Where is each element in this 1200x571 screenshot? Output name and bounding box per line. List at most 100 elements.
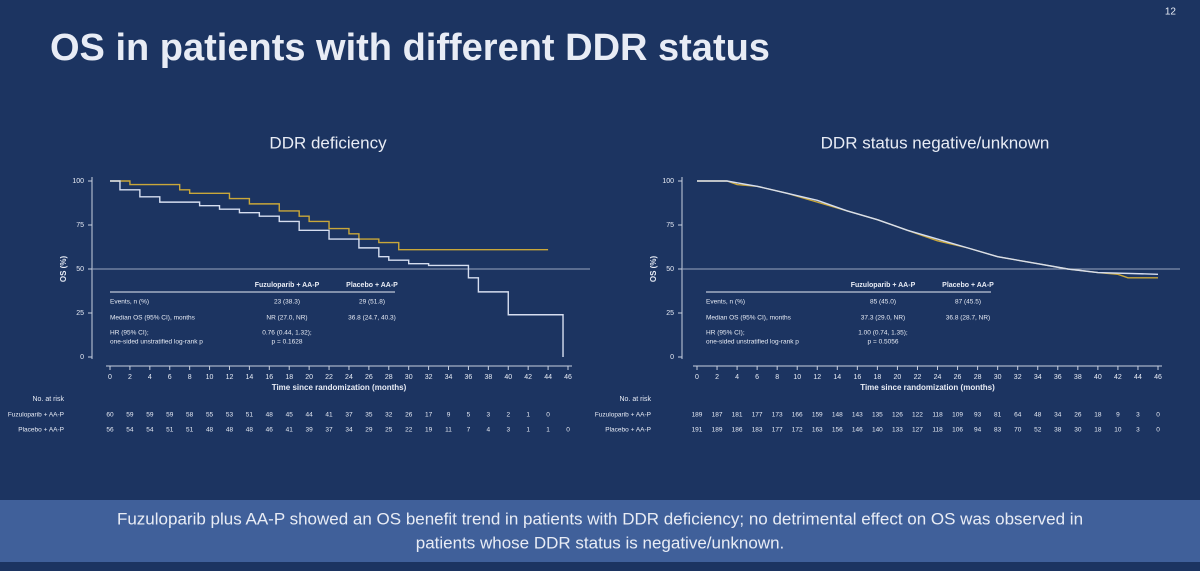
- slide-title: OS in patients with different DDR status: [50, 27, 770, 69]
- at-risk-count: 26: [405, 412, 413, 419]
- y-tick-label: 50: [666, 266, 674, 273]
- at-risk-count: 173: [772, 412, 783, 419]
- at-risk-count: 37: [325, 427, 333, 434]
- x-tick-label: 12: [226, 374, 234, 381]
- at-risk-count: 3: [506, 427, 510, 434]
- x-tick-label: 40: [1094, 374, 1102, 381]
- survival-curve: [110, 180, 564, 357]
- x-axis-label: Time since randomization (months): [272, 383, 407, 392]
- at-risk-count: 1: [526, 412, 530, 419]
- x-tick-label: 42: [524, 374, 532, 381]
- at-risk-count: 54: [146, 427, 154, 434]
- at-risk-count: 32: [385, 412, 393, 419]
- at-risk-count: 126: [892, 412, 903, 419]
- at-risk-count: 118: [932, 427, 943, 434]
- y-axis-label: OS (%): [59, 256, 68, 283]
- table-cell: 29 (51.8): [359, 299, 385, 306]
- x-tick-label: 2: [128, 374, 132, 381]
- table-row-label: one-sided unstratified log-rank p: [110, 339, 203, 346]
- at-risk-count: 83: [994, 427, 1002, 434]
- table-cell: 87 (45.5): [955, 299, 981, 306]
- x-tick-label: 22: [914, 374, 922, 381]
- at-risk-count: 41: [286, 427, 294, 434]
- table-cell: 36.8 (24.7, 40.3): [348, 315, 396, 322]
- x-tick-label: 36: [1054, 374, 1062, 381]
- at-risk-count: 2: [506, 412, 510, 419]
- at-risk-count: 18: [1094, 427, 1102, 434]
- x-tick-label: 20: [305, 374, 313, 381]
- y-tick-label: 100: [662, 178, 674, 185]
- x-tick-label: 26: [365, 374, 373, 381]
- y-tick-label: 50: [76, 266, 84, 273]
- table-cell: 85 (45.0): [870, 299, 896, 306]
- at-risk-count: 191: [692, 427, 703, 434]
- at-risk-count: 48: [206, 427, 214, 434]
- x-tick-label: 46: [1154, 374, 1162, 381]
- y-tick-label: 0: [80, 354, 84, 361]
- x-tick-label: 6: [168, 374, 172, 381]
- table-cell: p = 0.5056: [868, 339, 899, 346]
- at-risk-count: 7: [467, 427, 471, 434]
- table-row-label: Median OS (95% CI), months: [706, 315, 792, 322]
- x-tick-label: 16: [265, 374, 273, 381]
- at-risk-count: 41: [325, 412, 333, 419]
- at-risk-count: 1: [546, 427, 550, 434]
- table-row-label: one-sided unstratified log-rank p: [706, 339, 799, 346]
- at-risk-title: No. at risk: [32, 396, 64, 403]
- survival-curve: [110, 180, 549, 251]
- x-tick-label: 34: [445, 374, 453, 381]
- x-tick-label: 2: [715, 374, 719, 381]
- at-risk-count: 59: [126, 412, 134, 419]
- x-tick-label: 32: [1014, 374, 1022, 381]
- chart-title: DDR status negative/unknown: [821, 133, 1050, 152]
- at-risk-count: 122: [912, 412, 923, 419]
- table-cell: 36.8 (28.7, NR): [946, 315, 990, 322]
- at-risk-count: 17: [425, 412, 433, 419]
- at-risk-count: 3: [1136, 412, 1140, 419]
- at-risk-count: 177: [772, 427, 783, 434]
- at-risk-count: 187: [712, 412, 723, 419]
- x-tick-label: 28: [974, 374, 982, 381]
- y-tick-label: 75: [666, 222, 674, 229]
- at-risk-count: 118: [932, 412, 943, 419]
- x-tick-label: 32: [425, 374, 433, 381]
- at-risk-count: 51: [166, 427, 174, 434]
- x-tick-label: 8: [188, 374, 192, 381]
- at-risk-count: 9: [447, 412, 451, 419]
- at-risk-count: 146: [852, 427, 863, 434]
- x-tick-label: 30: [994, 374, 1002, 381]
- at-risk-count: 93: [974, 412, 982, 419]
- at-risk-row-label: Placebo + AA-P: [605, 427, 651, 434]
- at-risk-count: 18: [1094, 412, 1102, 419]
- x-tick-label: 20: [894, 374, 902, 381]
- at-risk-count: 37: [345, 412, 353, 419]
- at-risk-count: 109: [952, 412, 963, 419]
- table-row-label: Median OS (95% CI), months: [110, 315, 196, 322]
- x-tick-label: 44: [1134, 374, 1142, 381]
- y-tick-label: 0: [670, 354, 674, 361]
- x-tick-label: 16: [853, 374, 861, 381]
- x-tick-label: 10: [206, 374, 214, 381]
- at-risk-count: 55: [206, 412, 214, 419]
- at-risk-count: 127: [912, 427, 923, 434]
- at-risk-count: 35: [365, 412, 373, 419]
- x-tick-label: 10: [793, 374, 801, 381]
- table-cell: 37.3 (29.0, NR): [861, 315, 905, 322]
- at-risk-count: 189: [712, 427, 723, 434]
- x-tick-label: 4: [148, 374, 152, 381]
- at-risk-count: 59: [146, 412, 154, 419]
- x-tick-label: 30: [405, 374, 413, 381]
- table-header: Fuzuloparib + AA-P: [255, 282, 320, 289]
- at-risk-count: 5: [467, 412, 471, 419]
- y-tick-label: 75: [76, 222, 84, 229]
- at-risk-count: 22: [405, 427, 413, 434]
- at-risk-count: 94: [974, 427, 982, 434]
- at-risk-count: 44: [306, 412, 314, 419]
- at-risk-count: 60: [106, 412, 114, 419]
- x-tick-label: 12: [813, 374, 821, 381]
- at-risk-count: 135: [872, 412, 883, 419]
- at-risk-row-label: Placebo + AA-P: [18, 427, 64, 434]
- at-risk-row-label: Fuzuloparib + AA-P: [8, 412, 64, 419]
- at-risk-count: 19: [425, 427, 433, 434]
